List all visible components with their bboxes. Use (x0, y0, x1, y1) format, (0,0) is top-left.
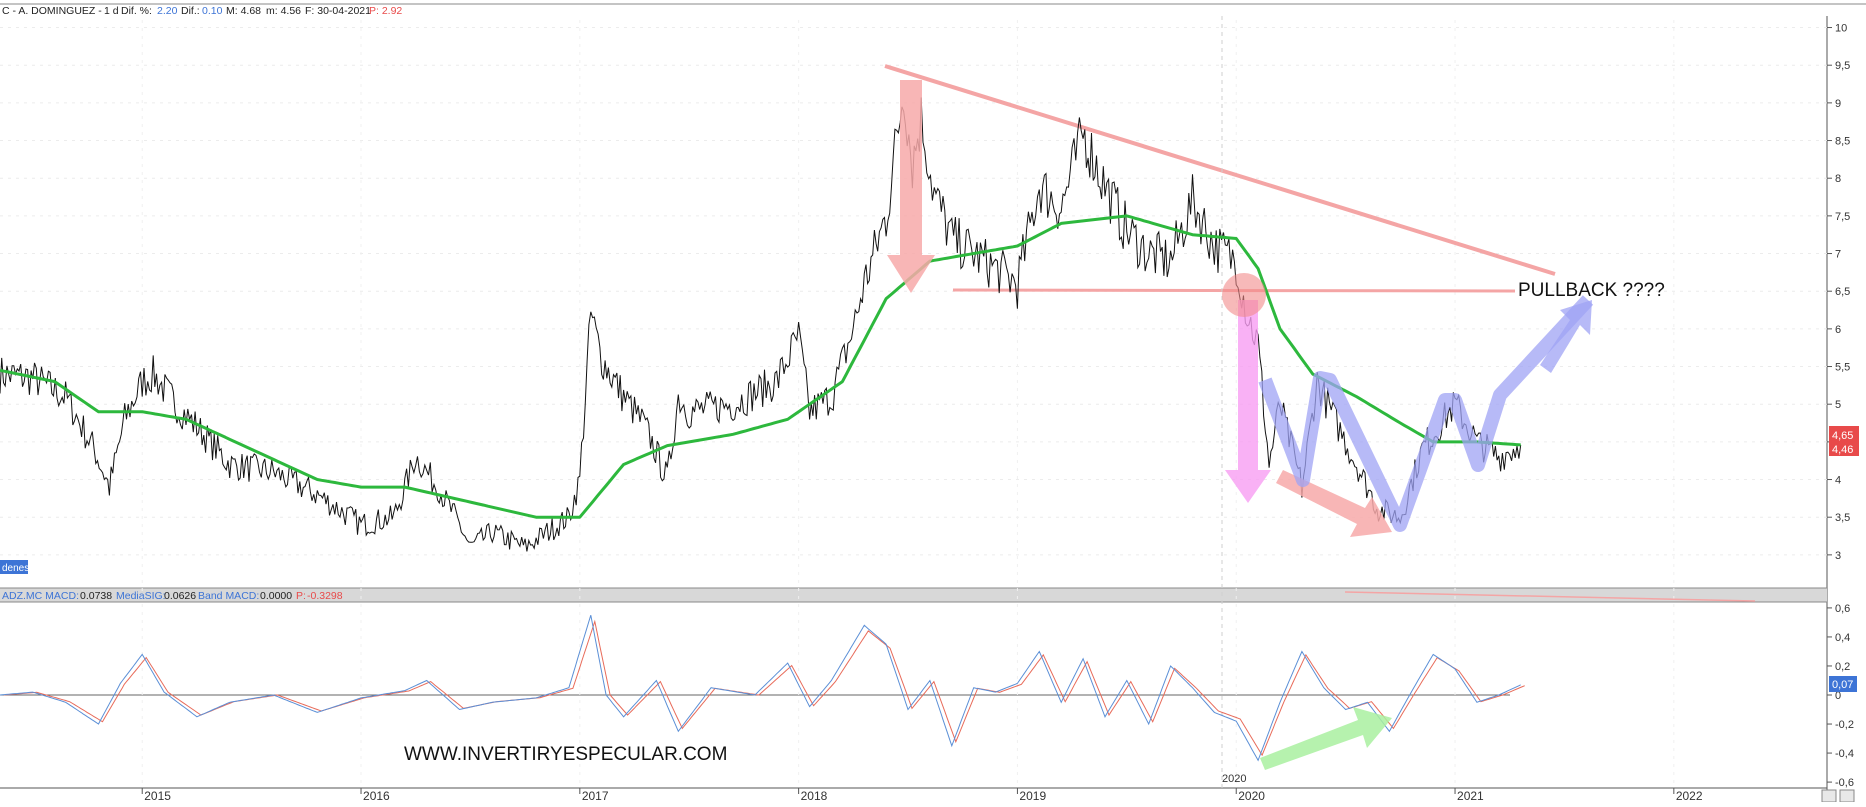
price-tick-label: 5 (1835, 399, 1841, 411)
moving-average-line (0, 214, 1521, 519)
macd-sig-value: 0.0626 (164, 590, 196, 602)
close-icon[interactable] (1839, 789, 1855, 803)
price-tick-label: 9,5 (1835, 60, 1850, 72)
macd-tick-label: -0,2 (1835, 719, 1854, 731)
year-marker-2020: 2020 (1222, 773, 1246, 785)
zoom-icon[interactable] (1821, 789, 1837, 803)
price-tick-label: 3 (1835, 550, 1841, 562)
macd-name: ADZ.MC MACD: (2, 590, 79, 602)
price-tick-label: 8 (1835, 173, 1841, 185)
header-dif-label: Dif.: (181, 5, 200, 17)
time-tick-label: 2022 (1676, 789, 1703, 802)
macd-pane-trendline (1344, 591, 1756, 602)
macd-tick-label: 0,4 (1835, 632, 1850, 644)
time-tick-label: 2017 (582, 789, 609, 802)
header-p: P: 2.92 (369, 5, 402, 17)
price-close-text: 4,46 (1832, 444, 1853, 456)
red-down-arrow (887, 80, 935, 293)
macd-p-label: P: (296, 590, 306, 602)
moving-average-series (0, 214, 1521, 519)
macd-tick-label: 0,6 (1835, 603, 1850, 615)
header-timeframe: 1 d (104, 5, 119, 17)
macd-last-text: 0,07 (1832, 679, 1853, 691)
time-tick-label: 2016 (363, 789, 390, 802)
time-x-ticks: 2015 2016 2017 2018 2019 2020 2021 2022 (141, 788, 1703, 803)
header-dif-value: 0.10 (202, 5, 223, 17)
red-diagonal-arrow (1276, 470, 1392, 537)
blue-up-arrow (1540, 300, 1592, 373)
macd-value: 0.0738 (80, 590, 112, 602)
macd-p-value: -0.3298 (307, 590, 343, 602)
price-tick-label: 7 (1835, 249, 1841, 261)
price-tick-label: 6,5 (1835, 286, 1850, 298)
resistance-trendline[interactable] (884, 64, 1556, 276)
time-tick-label: 2019 (1019, 789, 1046, 802)
macd-tick-label: 0 (1835, 690, 1841, 702)
pullback-label: PULLBACK ???? (1518, 280, 1665, 301)
price-series (0, 97, 1522, 552)
price-tick-label: 10 (1835, 23, 1847, 35)
time-tick-label: 2020 (1238, 789, 1265, 802)
macd-series (0, 615, 1525, 762)
time-tick-label: 2015 (144, 789, 171, 802)
price-tick-label: 6 (1835, 324, 1841, 336)
macd-sig-label: MediaSIG: (116, 590, 166, 602)
price-tick-label: 8,5 (1835, 136, 1850, 148)
macd-line (0, 615, 1521, 762)
left-badge-text: denes (2, 563, 29, 574)
blue-zigzag-path (1258, 295, 1594, 532)
price-tick-label: 5,5 (1835, 362, 1850, 374)
macd-band-label: Band MACD: (198, 590, 259, 602)
header-dif-pct-value: 2.20 (157, 5, 178, 17)
macd-tick-label: -0,4 (1835, 748, 1854, 760)
header-symbol: C - A. DOMINGUEZ - (2, 5, 102, 17)
breakdown-circle (1222, 273, 1266, 317)
header-max: M: 4.68 (226, 5, 261, 17)
price-tick-label: 9 (1835, 98, 1841, 110)
price-tick-label: 7,5 (1835, 211, 1850, 223)
header-min: m: 4.56 (266, 5, 301, 17)
pane-splitter[interactable] (0, 588, 1827, 602)
macd-tick-label: -0,6 (1835, 777, 1854, 789)
macd-y-ticks: 0,6 0,4 0,2 0 -0,2 -0,4 -0,6 (1827, 603, 1854, 789)
macd-tick-label: 0,2 (1835, 661, 1850, 673)
pink-down-arrow (1225, 300, 1271, 503)
header-date: F: 30-04-2021 (305, 5, 371, 17)
time-tick-label: 2018 (801, 789, 828, 802)
green-up-arrow (1260, 707, 1392, 770)
header-dif-pct-label: Dif. %: (121, 5, 152, 17)
watermark-text: WWW.INVERTIRYESPECULAR.COM (404, 744, 727, 765)
macd-band-value: 0.0000 (260, 590, 292, 602)
price-tick-label: 4 (1835, 475, 1841, 487)
price-badge (1829, 426, 1859, 456)
macd-badge (1829, 676, 1857, 692)
left-badge (0, 560, 28, 574)
price-line (0, 97, 1522, 552)
time-tick-label: 2021 (1457, 789, 1484, 802)
price-last-text: 4,65 (1832, 430, 1853, 442)
price-tick-label: 3,5 (1835, 512, 1850, 524)
